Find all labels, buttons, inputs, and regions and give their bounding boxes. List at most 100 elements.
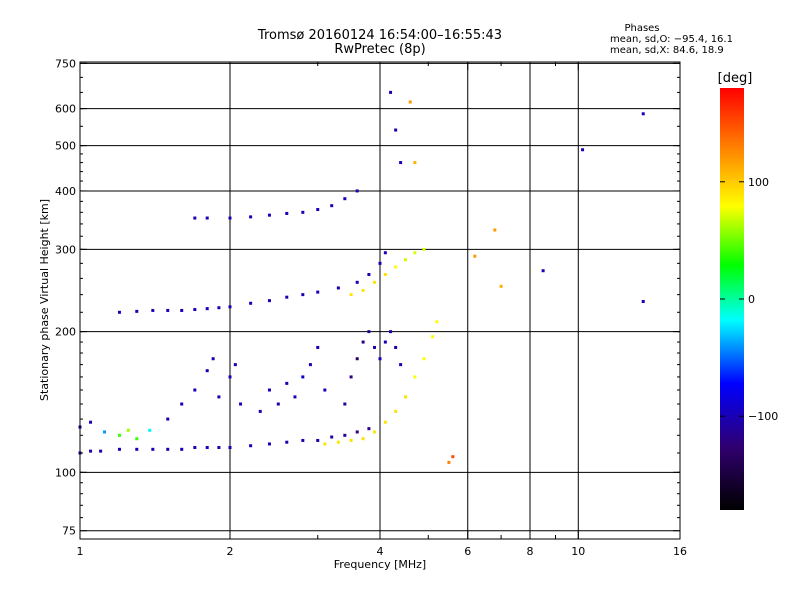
data-point xyxy=(373,345,377,349)
data-point xyxy=(180,402,184,406)
data-point xyxy=(403,258,407,262)
data-point xyxy=(239,402,243,406)
y-axis-ticks: 75 100 200 300 400 500 600 750 xyxy=(55,57,680,538)
data-point xyxy=(343,402,347,406)
data-point xyxy=(323,442,327,446)
data-point xyxy=(301,438,305,442)
data-point xyxy=(378,261,382,265)
data-point xyxy=(355,430,359,434)
data-point xyxy=(193,216,197,220)
data-point xyxy=(103,430,107,434)
data-point xyxy=(413,375,417,379)
data-point xyxy=(180,308,184,312)
y-tick-label: 750 xyxy=(55,57,76,70)
chart-subtitle: RwPretec (8p) xyxy=(334,42,425,57)
data-point xyxy=(394,265,398,269)
data-point xyxy=(499,284,503,288)
y-tick-label: 200 xyxy=(55,326,76,339)
colorbar-label: [deg] xyxy=(718,71,753,86)
data-point xyxy=(228,375,232,379)
data-point xyxy=(249,215,253,219)
data-point xyxy=(343,433,347,437)
grid-lines xyxy=(80,62,680,539)
data-point xyxy=(343,197,347,201)
data-point xyxy=(355,280,359,284)
data-point xyxy=(422,247,426,251)
data-point xyxy=(89,449,93,453)
colorbar-ticks: 100 0 −100 xyxy=(720,176,778,423)
data-point xyxy=(394,128,398,132)
data-point xyxy=(217,306,221,310)
colorbar-tick-label: 100 xyxy=(748,176,769,189)
y-tick-label: 300 xyxy=(55,243,76,256)
data-point xyxy=(135,447,139,451)
x-tick-label: 4 xyxy=(377,545,384,558)
data-point xyxy=(581,148,585,152)
y-tick-label: 400 xyxy=(55,185,76,198)
data-point xyxy=(276,402,280,406)
data-point xyxy=(394,345,398,349)
data-point xyxy=(336,440,340,444)
x-tick-label: 8 xyxy=(527,545,534,558)
data-point xyxy=(217,446,221,450)
data-point xyxy=(361,340,365,344)
data-point xyxy=(228,216,232,220)
data-point xyxy=(422,357,426,361)
data-point xyxy=(249,444,253,448)
data-point xyxy=(493,228,497,232)
data-point xyxy=(349,375,353,379)
data-point xyxy=(399,363,403,367)
data-point xyxy=(99,449,103,453)
data-point xyxy=(413,161,417,165)
colorbar-tick-label: −100 xyxy=(748,410,778,423)
data-point xyxy=(233,363,237,367)
data-point xyxy=(205,446,209,450)
data-point xyxy=(383,420,387,424)
data-point xyxy=(361,288,365,292)
data-point xyxy=(641,112,645,116)
data-point xyxy=(205,369,209,373)
data-point xyxy=(166,417,170,421)
data-point xyxy=(217,395,221,399)
info-line-x: mean, sd,X: 84.6, 18.9 xyxy=(610,45,724,56)
data-point xyxy=(267,388,271,392)
data-point xyxy=(148,428,152,432)
info-title: Phases xyxy=(624,23,659,34)
data-point xyxy=(316,208,320,212)
data-point xyxy=(166,308,170,312)
data-point xyxy=(330,204,334,208)
data-point xyxy=(355,189,359,193)
chart-title: Tromsø 20160124 16:54:00–16:55:43 xyxy=(257,28,502,43)
data-point xyxy=(383,273,387,277)
x-tick-label: 10 xyxy=(571,545,585,558)
data-point xyxy=(367,330,371,334)
data-point xyxy=(267,213,271,217)
data-point xyxy=(285,381,289,385)
data-point xyxy=(408,100,412,104)
data-point xyxy=(435,320,439,324)
data-point xyxy=(541,269,545,273)
data-point xyxy=(373,430,377,434)
data-point xyxy=(301,293,305,297)
x-tick-label: 1 xyxy=(77,545,84,558)
data-point xyxy=(135,437,139,441)
y-axis-label: Stationary phase Virtual Height [km] xyxy=(38,199,51,401)
data-point xyxy=(89,420,93,424)
data-point xyxy=(285,211,289,215)
data-point xyxy=(228,305,232,309)
data-points xyxy=(78,90,645,464)
data-point xyxy=(431,335,435,339)
data-point xyxy=(117,310,121,314)
colorbar-tick-label: 0 xyxy=(748,293,755,306)
data-point xyxy=(205,307,209,311)
data-point xyxy=(316,290,320,294)
data-point xyxy=(367,273,371,277)
data-point xyxy=(151,447,155,451)
data-point xyxy=(378,357,382,361)
data-point xyxy=(330,435,334,439)
data-point xyxy=(117,447,121,451)
data-point xyxy=(451,455,455,459)
data-point xyxy=(166,447,170,451)
data-point xyxy=(399,161,403,165)
